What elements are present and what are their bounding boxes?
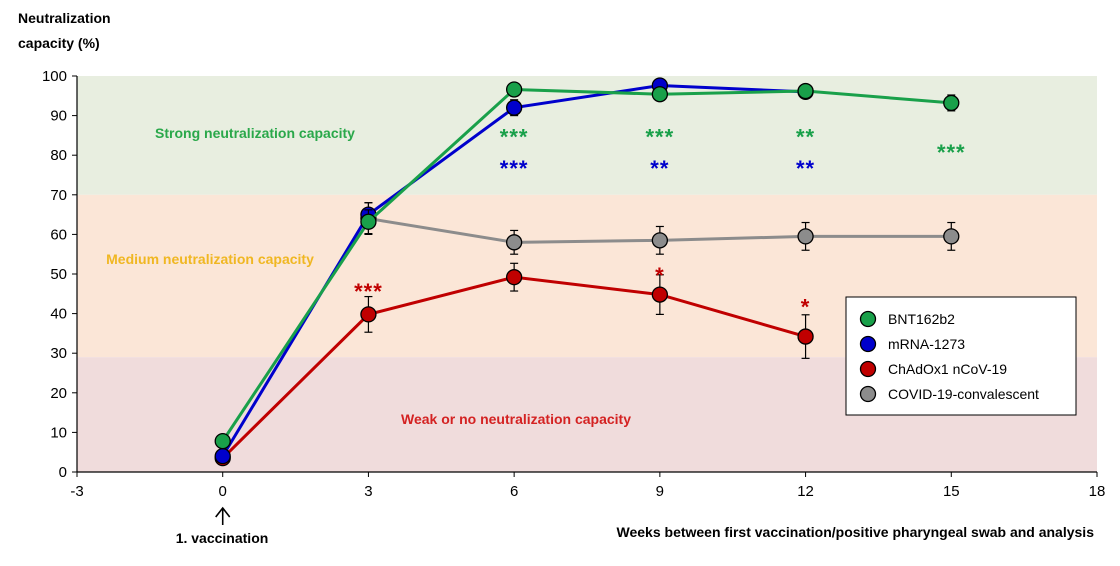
legend-entry: mRNA-1273: [888, 336, 965, 352]
data-point: [797, 328, 814, 345]
x-tick-label-18: 18: [1089, 483, 1106, 500]
legend-entry: ChAdOx1 nCoV-19: [888, 361, 1007, 377]
data-point: [214, 432, 231, 450]
significance-marker: ***: [500, 156, 529, 181]
y-tick-label-50: 50: [50, 266, 67, 283]
significance-marker: ***: [500, 124, 529, 149]
legend-swatch: [859, 335, 877, 353]
y-tick-label-30: 30: [50, 345, 67, 362]
significance-marker: ***: [354, 279, 383, 304]
data-point: [797, 228, 814, 245]
data-point: [651, 286, 669, 303]
y-tick-label-0: 0: [59, 464, 67, 481]
series-bnt162b2: [214, 81, 960, 450]
y-axis-title-line-2: capacity (%): [18, 35, 100, 51]
x-tick-label-0: 0: [219, 483, 227, 500]
significance-layer: ***********************: [354, 124, 966, 320]
legend-swatch: [859, 310, 877, 328]
data-point: [797, 82, 814, 100]
series-line: [221, 87, 952, 442]
x-tick-label--3: -3: [70, 483, 83, 500]
legend-entry: COVID-19-convalescent: [888, 386, 1039, 402]
x-tick-label-12: 12: [797, 483, 814, 500]
series-layer: [214, 77, 960, 467]
legend: BNT162b2 mRNA-1273 ChAdOx1 nCoV-19 COVID-19…: [845, 296, 1077, 416]
data-point: [505, 81, 523, 98]
significance-marker: **: [796, 124, 815, 149]
data-point: [360, 213, 377, 230]
significance-marker: **: [650, 156, 669, 181]
data-point: [214, 448, 231, 465]
data-point: [943, 228, 960, 245]
legend-box: [845, 296, 1077, 416]
significance-marker: ***: [646, 124, 675, 149]
legend-entry: BNT162b2: [888, 311, 955, 327]
vaccination-annotation: 1. vaccination: [176, 530, 269, 546]
data-point: [360, 306, 377, 323]
zone-label-2: Weak or no neutralization capacity: [401, 411, 631, 427]
significance-marker: ***: [937, 140, 966, 165]
series-chadox1-ncov-19: [214, 262, 814, 467]
data-point: [505, 269, 523, 286]
zone-label-0: Strong neutralization capacity: [155, 125, 355, 141]
data-point: [505, 99, 523, 116]
x-tick-label-9: 9: [656, 483, 664, 500]
significance-marker: *: [655, 263, 665, 288]
zone-label-1: Medium neutralization capacity: [106, 251, 314, 267]
significance-marker: *: [801, 295, 811, 320]
y-tick-label-80: 80: [50, 147, 67, 164]
data-point: [651, 86, 669, 103]
x-tick-label-6: 6: [510, 483, 518, 500]
vaccination-arrow-head: [215, 506, 231, 518]
y-tick-label-20: 20: [50, 385, 67, 402]
legend-swatch: [859, 360, 877, 378]
x-tick-label-3: 3: [364, 483, 372, 500]
y-tick-label-90: 90: [50, 108, 67, 125]
y-tick-label-40: 40: [50, 306, 67, 323]
y-axis-title-line-1: Neutralization: [18, 10, 111, 26]
data-point: [651, 232, 669, 249]
y-tick-label-100: 100: [42, 68, 67, 85]
y-tick-label-10: 10: [50, 424, 67, 441]
legend-swatch: [859, 385, 877, 403]
x-axis-title: Weeks between first vaccination/positive…: [617, 524, 1095, 540]
y-tick-label-70: 70: [50, 187, 67, 204]
data-point: [943, 94, 960, 112]
axis-titles: Neutralization capacity (%) Weeks betwee…: [18, 10, 1094, 546]
y-tick-label-60: 60: [50, 226, 67, 243]
x-tick-label-15: 15: [943, 483, 960, 500]
significance-marker: **: [796, 156, 815, 181]
data-point: [505, 234, 523, 251]
